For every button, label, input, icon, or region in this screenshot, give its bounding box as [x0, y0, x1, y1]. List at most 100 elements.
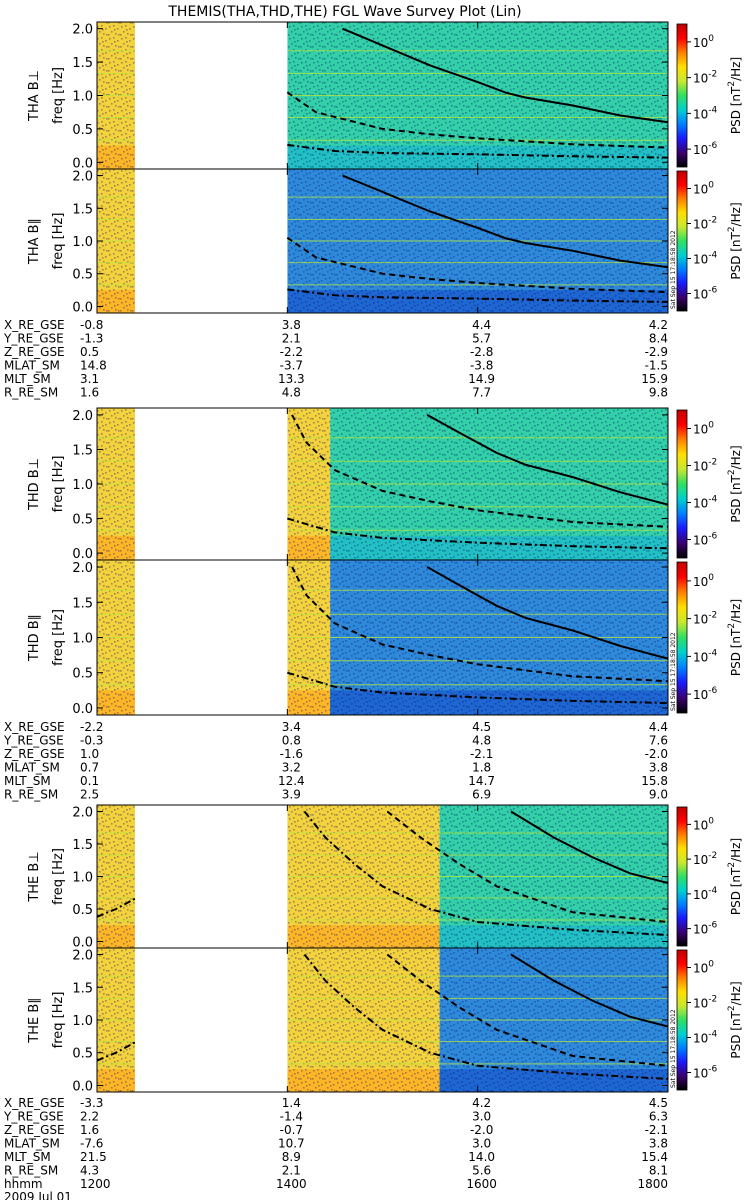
panel-label: THA B∥: [27, 218, 42, 265]
ephemeris-value: 15.4: [641, 1150, 668, 1164]
figure-title: THEMIS(THA,THD,THE) FGL Wave Survey Plot…: [167, 4, 521, 20]
colorbar-label: PSD [nT2/Hz]: [727, 981, 743, 1058]
ephemeris-value: 5.7: [472, 332, 491, 346]
panel-label: THE B∥: [27, 997, 42, 1043]
freq-axis-label: freq [Hz]: [51, 67, 66, 124]
y-tick-label: 0.0: [72, 547, 93, 562]
ephemeris-value: 15.9: [641, 372, 668, 386]
ephemeris-value: 3.4: [282, 720, 301, 734]
y-tick-label: 0.0: [72, 156, 93, 171]
ephemeris-value: 4.8: [472, 734, 491, 748]
y-tick-label: 0.5: [72, 667, 93, 682]
y-tick-label: 1.0: [72, 90, 93, 105]
colorbar: [676, 170, 688, 312]
ephemeris-value: -3.7: [280, 359, 303, 373]
hhmm-label: hhmm: [4, 1177, 43, 1191]
ephemeris-value: 8.4: [649, 332, 668, 346]
ephemeris-value: 8.1: [649, 1164, 668, 1178]
colorbar-label: PSD [nT2/Hz]: [727, 57, 743, 134]
data-gap: [135, 22, 288, 169]
ephemeris-value: -1.5: [645, 359, 668, 373]
ephemeris-label: Y_RE_GSE: [3, 734, 64, 748]
ephemeris-value: -2.8: [470, 345, 493, 359]
freq-axis-label: freq [Hz]: [51, 213, 66, 270]
colorbar-tick-label: 10-2: [693, 851, 717, 867]
ephemeris-value: 0.5: [80, 345, 99, 359]
colorbar: [676, 409, 688, 559]
freq-axis-label: freq [Hz]: [51, 609, 66, 666]
colorbar-tick-label: 100: [693, 421, 714, 437]
panel-label: THA B⊥: [27, 70, 42, 122]
spectrogram-panel: 0.0 0.5 1.0 1.5 2.0 THE B∥ freq [Hz] 100 10-2 10-…: [27, 947, 743, 1094]
spectrogram-panel: 0.0 0.5 1.0 1.5 2.0 THD B∥ freq [Hz] 100 10-2 10-…: [27, 559, 743, 717]
ephemeris-value: 9.8: [649, 386, 668, 400]
ephemeris-value: 6.3: [649, 1110, 668, 1124]
y-tick-label: 2.0: [72, 170, 93, 185]
ephemeris-value: 7.6: [649, 734, 668, 748]
ephemeris-label: Y_RE_GSE: [3, 332, 64, 346]
spectrogram-panel: 0.0 0.5 1.0 1.5 2.0 THA B∥ freq [Hz] 100 10-2 10-…: [27, 168, 743, 315]
panel-label: THE B⊥: [27, 851, 42, 902]
colorbar: [676, 561, 688, 714]
ephemeris-label: R_RE_SM: [4, 1164, 58, 1178]
colorbar-tick-label: 100: [693, 960, 714, 976]
ephemeris-value: -1.6: [280, 747, 303, 761]
ephemeris-label: MLT_SM: [4, 774, 51, 788]
ephemeris-value: -0.3: [80, 734, 103, 748]
ephemeris-value: 14.8: [80, 359, 107, 373]
model-curve-solid: [510, 810, 668, 884]
colorbar-tick-label: 10-6: [693, 286, 718, 302]
ephemeris-label: Z_RE_GSE: [4, 1123, 65, 1137]
colorbar-label: PSD [nT2/Hz]: [727, 838, 743, 915]
colorbar: [676, 806, 688, 947]
colorbar-tick-label: 10-2: [693, 216, 717, 232]
colorbar-label: PSD [nT2/Hz]: [727, 599, 743, 676]
y-tick-label: 2.0: [72, 561, 93, 576]
y-tick-label: 1.5: [72, 443, 93, 458]
ephemeris-value: 3.2: [282, 761, 301, 775]
ephemeris-value: -0.7: [280, 1123, 303, 1137]
freq-axis-label: freq [Hz]: [51, 992, 66, 1049]
ephemeris-value: 15.8: [641, 774, 668, 788]
ephemeris-value: 2.5: [80, 788, 99, 802]
ephemeris-value: -2.9: [645, 345, 668, 359]
ephemeris-value: -2.2: [80, 720, 103, 734]
x-time-label: 1400: [276, 1177, 307, 1191]
timestamp-stamp: Sat Sep 15 17:18:58 2012: [670, 632, 677, 711]
panel-label: THD B⊥: [27, 458, 42, 511]
y-tick-label: 0.5: [72, 268, 93, 283]
colorbar-tick-label: 10-2: [693, 611, 717, 627]
ephemeris-value: -3.8: [470, 359, 493, 373]
ephemeris-value: 4.4: [472, 318, 491, 332]
x-time-label: 1200: [80, 1177, 111, 1191]
colorbar-tick-label: 10-6: [693, 921, 718, 937]
ephemeris-value: -2.0: [645, 747, 668, 761]
colorbar-tick-label: 100: [693, 816, 714, 832]
ephemeris-table: X_RE_GSE -0.8 3.8 4.4 4.2 Y_RE_GSE -1.3 2.1 5.7 8…: [3, 318, 668, 1204]
ephemeris-block: X_RE_GSE -0.8 3.8 4.4 4.2 Y_RE_GSE -1.3 2.1 5.7 8…: [3, 318, 668, 400]
model-curve-dashed: [286, 236, 668, 294]
ephemeris-value: 12.4: [278, 774, 305, 788]
model-curve-dashdot: [97, 1041, 136, 1062]
model-curve-dashed: [286, 91, 668, 149]
ephemeris-value: 1.8: [472, 761, 491, 775]
colorbar-tick-label: 10-6: [693, 686, 718, 702]
ephemeris-value: -2.2: [280, 345, 303, 359]
ephemeris-value: -0.8: [80, 318, 103, 332]
freq-axis-label: freq [Hz]: [51, 456, 66, 513]
y-tick-label: 0.5: [72, 903, 93, 918]
y-tick-label: 1.5: [72, 56, 93, 71]
colorbar-tick-label: 10-2: [693, 458, 717, 474]
ephemeris-value: 0.8: [282, 734, 301, 748]
y-tick-label: 2.0: [72, 409, 93, 424]
model-curve-dashdot: [303, 810, 668, 936]
colorbar-tick-label: 10-4: [693, 495, 718, 511]
ephemeris-value: 6.9: [472, 788, 491, 802]
colorbar-tick-label: 10-6: [693, 141, 718, 157]
y-tick-label: 0.5: [72, 123, 93, 138]
ephemeris-value: 10.7: [278, 1137, 305, 1151]
y-tick-label: 2.0: [72, 949, 93, 964]
ephemeris-value: 2.2: [80, 1110, 99, 1124]
y-tick-label: 2.0: [72, 806, 93, 821]
ephemeris-value: 3.8: [282, 318, 301, 332]
